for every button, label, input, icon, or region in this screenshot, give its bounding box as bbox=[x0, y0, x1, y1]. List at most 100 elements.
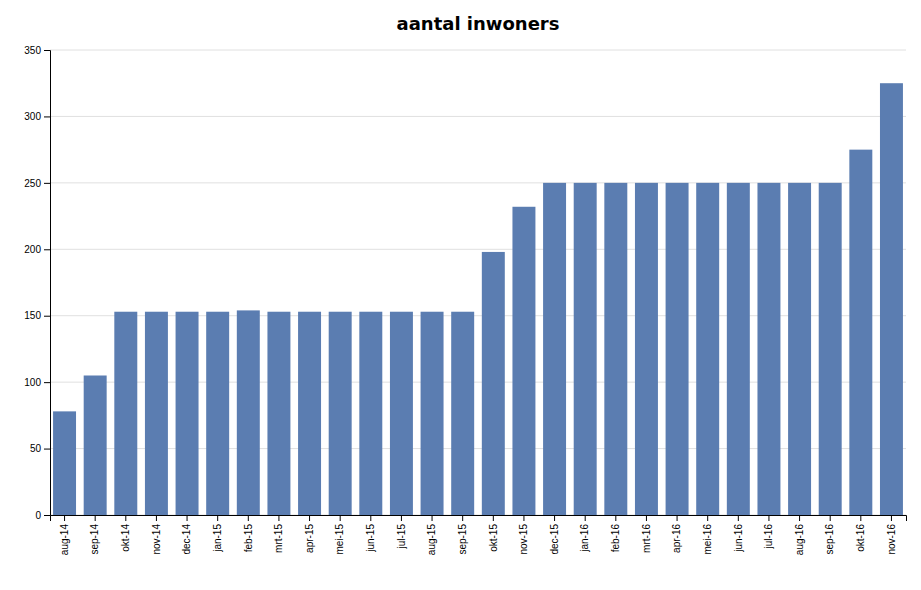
y-tick-label: 50 bbox=[30, 443, 42, 454]
bar bbox=[880, 83, 903, 515]
x-tick-label: apr-16 bbox=[671, 524, 682, 553]
y-tick: 200 bbox=[24, 244, 50, 255]
x-tick-mark bbox=[95, 515, 96, 521]
bar bbox=[237, 310, 260, 515]
bar bbox=[359, 312, 382, 515]
x-tick-mark bbox=[830, 515, 831, 521]
x-tick: dec-15 bbox=[549, 515, 560, 555]
x-tick-label: nov-16 bbox=[886, 524, 897, 555]
y-tick-mark bbox=[44, 382, 50, 383]
bar bbox=[788, 183, 811, 515]
y-tick-mark bbox=[44, 183, 50, 184]
grid-line bbox=[50, 116, 906, 117]
bar bbox=[451, 312, 474, 515]
x-tick: aug-14 bbox=[59, 515, 70, 555]
x-tick-label: nov-15 bbox=[518, 524, 529, 555]
x-tick: jun-16 bbox=[733, 515, 744, 553]
x-tick-label: okt-15 bbox=[488, 524, 499, 552]
x-tick: apr-15 bbox=[304, 515, 315, 553]
x-tick: okt-15 bbox=[488, 515, 499, 552]
x-tick-label: okt-14 bbox=[120, 524, 131, 552]
bar bbox=[84, 376, 107, 516]
x-tick: nov-16 bbox=[886, 515, 897, 555]
x-tick-label: jun-16 bbox=[733, 524, 744, 553]
x-tick-mark bbox=[340, 515, 341, 521]
title: aantal inwoners bbox=[397, 13, 560, 34]
bar bbox=[543, 183, 566, 515]
y-tick-mark bbox=[44, 249, 50, 250]
x-tick-label: mei-15 bbox=[334, 524, 345, 555]
bar bbox=[727, 183, 750, 515]
bar bbox=[145, 312, 168, 515]
bar bbox=[512, 207, 535, 515]
x-tick-mark bbox=[585, 515, 586, 521]
bar bbox=[635, 183, 658, 515]
x-tick: mei-15 bbox=[334, 515, 345, 555]
grid-line bbox=[50, 50, 906, 51]
x-tick-label: mrt-15 bbox=[273, 524, 284, 553]
x-tick-mark bbox=[523, 515, 524, 521]
x-tick-mark bbox=[738, 515, 739, 521]
x-tick-mark bbox=[677, 515, 678, 521]
x-tick: aug-16 bbox=[794, 515, 805, 555]
y-tick: 250 bbox=[24, 178, 50, 189]
x-tick-label: aug-14 bbox=[59, 524, 70, 556]
x-tick: mei-16 bbox=[702, 515, 713, 555]
x-tick-label: sep-14 bbox=[89, 524, 100, 555]
y-tick: 350 bbox=[24, 45, 50, 56]
x-tick-mark bbox=[462, 515, 463, 521]
x-tick-mark bbox=[156, 515, 157, 521]
y-tick: 150 bbox=[24, 310, 50, 321]
x-tick-mark bbox=[554, 515, 555, 521]
x-tick: okt-16 bbox=[855, 515, 866, 552]
bar bbox=[757, 183, 780, 515]
bar bbox=[696, 183, 719, 515]
y-tick-mark bbox=[44, 316, 50, 317]
y-tick: 100 bbox=[24, 377, 50, 388]
x-tick: mrt-15 bbox=[273, 515, 284, 553]
x-tick-mark bbox=[401, 515, 402, 521]
y-tick-label: 350 bbox=[24, 45, 41, 56]
x-tick-label: aug-15 bbox=[426, 524, 437, 556]
bar bbox=[329, 312, 352, 515]
x-tick: dec-14 bbox=[181, 515, 192, 555]
bars bbox=[53, 83, 903, 515]
y-axis: 050100150200250300350 bbox=[24, 45, 50, 521]
x-tick: jan-16 bbox=[579, 515, 590, 553]
x-tick: aug-15 bbox=[426, 515, 437, 555]
x-tick: feb-16 bbox=[610, 515, 621, 552]
bar bbox=[604, 183, 627, 515]
x-tick: jun-15 bbox=[365, 515, 376, 553]
y-tick-mark bbox=[44, 449, 50, 450]
x-tick-mark bbox=[248, 515, 249, 521]
x-tick-mark bbox=[64, 515, 65, 521]
y-tick-label: 250 bbox=[24, 178, 41, 189]
grid bbox=[50, 50, 906, 515]
x-tick: jul-16 bbox=[763, 515, 774, 549]
bar bbox=[298, 312, 321, 515]
x-tick-mark bbox=[187, 515, 188, 521]
x-tick-label: jan-15 bbox=[212, 524, 223, 553]
x-tick: okt-14 bbox=[120, 515, 131, 552]
x-tick: apr-16 bbox=[671, 515, 682, 553]
bar bbox=[176, 312, 199, 515]
x-tick-label: okt-16 bbox=[855, 524, 866, 552]
bar bbox=[666, 183, 689, 515]
y-tick-label: 150 bbox=[24, 310, 41, 321]
x-tick-label: feb-16 bbox=[610, 524, 621, 553]
x-tick-mark bbox=[891, 515, 892, 521]
x-tick-mark bbox=[309, 515, 310, 521]
x-tick-mark bbox=[860, 515, 861, 521]
x-tick-mark bbox=[217, 515, 218, 521]
x-tick-label: apr-15 bbox=[304, 524, 315, 553]
x-tick: sep-15 bbox=[457, 515, 468, 555]
x-tick-mark bbox=[493, 515, 494, 521]
y-tick-label: 200 bbox=[24, 244, 41, 255]
bar bbox=[421, 312, 444, 515]
x-tick-label: jun-15 bbox=[365, 524, 376, 553]
x-tick-mark bbox=[370, 515, 371, 521]
bar bbox=[482, 252, 505, 515]
x-tick: nov-14 bbox=[151, 515, 162, 555]
y-tick: 50 bbox=[30, 443, 50, 454]
x-tick-label: jul-15 bbox=[396, 524, 407, 550]
